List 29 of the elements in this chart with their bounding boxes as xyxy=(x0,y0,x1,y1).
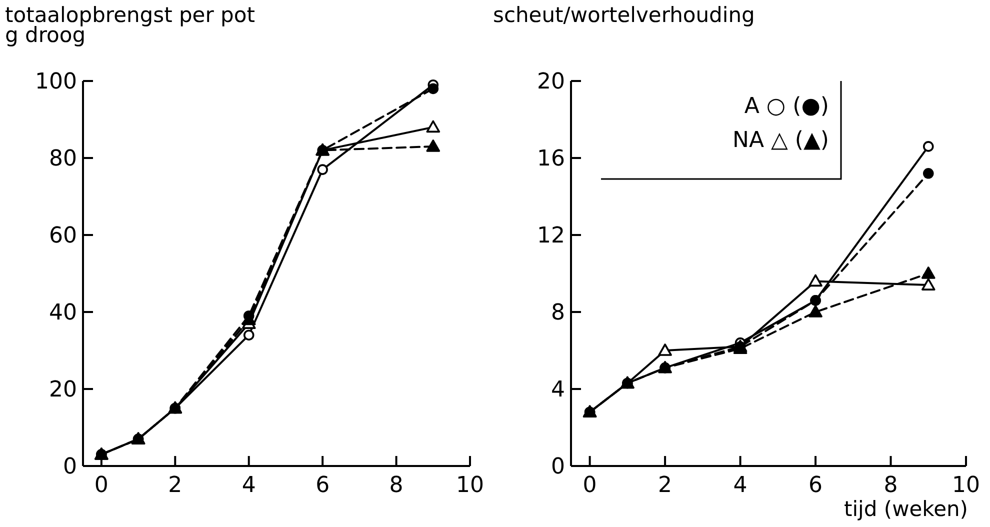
x-axis-title: tijd (weken) xyxy=(844,497,968,521)
y-tick-label: 4 xyxy=(551,378,565,403)
y-tick-label: 16 xyxy=(537,146,565,172)
x-tick-label: 8 xyxy=(389,473,404,498)
y-tick-label: 20 xyxy=(49,378,77,403)
x-tick-label: 10 xyxy=(456,473,484,498)
y-tick-label: 12 xyxy=(537,224,565,249)
y-tick-label: 0 xyxy=(551,454,565,480)
y-tick-label: 40 xyxy=(49,300,77,326)
y-tick-label: 80 xyxy=(49,146,77,172)
x-tick-label: 2 xyxy=(168,473,182,498)
x-tick-label: 0 xyxy=(94,473,108,498)
y-tick-label: 20 xyxy=(537,70,565,95)
y-tick-label: 8 xyxy=(551,300,565,326)
y-axis-title: scheut/wortelverhouding xyxy=(493,3,755,27)
x-tick-label: 2 xyxy=(658,473,672,498)
annotation: A ○ (●) xyxy=(744,94,829,119)
x-tick-label: 10 xyxy=(952,473,980,498)
y-tick-label: 0 xyxy=(63,454,77,480)
annotation: NA △ (▲) xyxy=(732,128,829,153)
x-tick-label: 0 xyxy=(582,473,597,498)
y-tick-label: 100 xyxy=(35,70,77,95)
x-tick-label: 6 xyxy=(316,473,330,498)
x-tick-label: 4 xyxy=(733,473,748,498)
x-tick-label: 8 xyxy=(884,473,898,498)
y-tick-label: 60 xyxy=(49,224,77,249)
y-axis-title: totaalopbrengst per pot g droog xyxy=(5,3,255,47)
x-tick-label: 6 xyxy=(808,473,823,498)
x-tick-label: 4 xyxy=(242,473,256,498)
